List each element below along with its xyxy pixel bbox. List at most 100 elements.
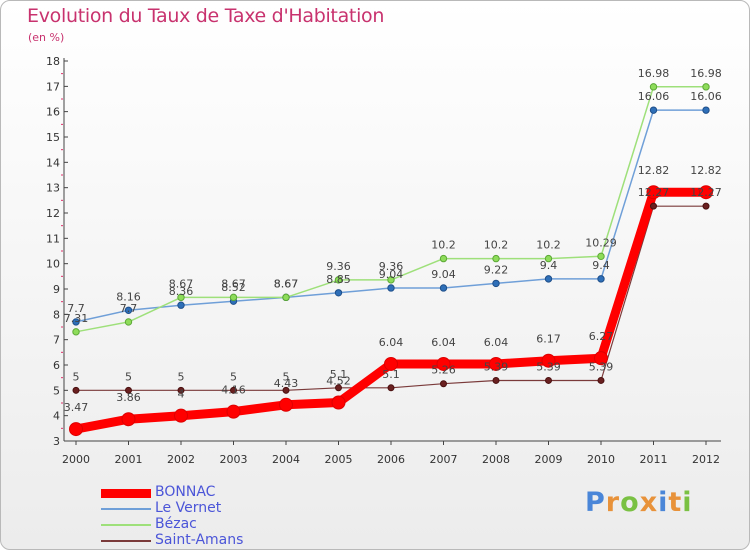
data-point [279, 397, 293, 412]
data-label: 5.39 [536, 360, 561, 373]
data-label: 8.85 [326, 273, 351, 286]
data-point [597, 252, 605, 261]
logo-letter: t [668, 487, 683, 518]
data-point [544, 275, 553, 283]
y-tick-label: 5 [53, 384, 60, 397]
data-label: 5 [230, 370, 237, 383]
data-point [649, 83, 658, 91]
chart-subtitle: (en %) [28, 31, 65, 44]
data-point [177, 301, 185, 309]
data-label: 8.67 [169, 277, 194, 290]
x-tick-label: 2002 [167, 453, 195, 466]
legend-label: BONNAC [155, 484, 216, 500]
data-label: 5 [125, 370, 132, 383]
data-point [335, 384, 342, 392]
data-point [282, 386, 290, 394]
data-label: 8.67 [274, 277, 299, 290]
data-point [492, 376, 500, 384]
data-label: 16.06 [638, 90, 670, 103]
logo-letter: i [682, 487, 693, 518]
series-labels: 7.78.16 8.36 8.52 8.67 8.85 9.04 9.04 9.22 9.4 9.… [64, 67, 722, 414]
logo-letter: i [658, 487, 669, 518]
data-point [387, 284, 395, 292]
data-label: 8.16 [116, 290, 141, 303]
legend-swatch [101, 524, 151, 526]
x-tick-label: 2001 [115, 453, 143, 466]
data-point [69, 422, 83, 437]
legend-label: Saint-Amans [155, 532, 244, 548]
data-point [177, 386, 185, 394]
x-tick-label: 2012 [692, 453, 720, 466]
data-point [489, 356, 503, 371]
data-label: 4.43 [274, 377, 299, 390]
data-label: 5.1 [330, 368, 348, 381]
data-point [177, 293, 185, 302]
data-point [124, 318, 133, 326]
data-label: 7.31 [64, 312, 89, 325]
data-point [545, 376, 552, 384]
x-tick-label: 2011 [640, 453, 668, 466]
data-point [702, 106, 710, 114]
data-point [72, 328, 80, 336]
chart-title: Evolution du Taux de Taxe d'Habitation [27, 5, 385, 27]
data-point [492, 254, 500, 263]
legend-label: Le Vernet [155, 500, 222, 516]
data-label: 5.1 [382, 368, 400, 381]
x-tick-label: 2003 [220, 453, 248, 466]
data-label: 6.04 [379, 336, 404, 349]
data-label: 6.17 [536, 333, 561, 346]
data-point [702, 83, 710, 91]
legend-swatch [101, 540, 151, 542]
data-point [174, 408, 188, 423]
y-tick-label: 11 [46, 232, 60, 245]
y-tick-label: 17 [46, 80, 60, 93]
data-point [650, 202, 657, 210]
data-label: 9.36 [326, 260, 351, 273]
series-points [69, 83, 713, 437]
data-point [439, 284, 448, 292]
data-point [282, 293, 290, 302]
data-point [492, 279, 500, 288]
y-tick-label: 14 [46, 156, 60, 169]
data-label: 16.98 [690, 67, 722, 80]
data-label: 9.4 [540, 259, 558, 272]
data-label: 8.67 [274, 277, 299, 290]
y-tick-label: 7 [53, 334, 60, 347]
data-point [72, 386, 80, 394]
x-tick-label: 2000 [62, 453, 90, 466]
data-label: 12.82 [638, 164, 670, 177]
legend-swatch [101, 488, 151, 498]
data-point [124, 306, 133, 314]
data-label: 10.29 [585, 236, 617, 249]
data-label: 4.16 [221, 384, 246, 397]
legend-label: Bézac [155, 516, 197, 532]
logo-letter: o [620, 487, 640, 518]
data-point [594, 351, 608, 366]
y-tick-label: 8 [53, 308, 60, 321]
data-point [387, 384, 395, 392]
data-label: 4 [178, 388, 185, 401]
x-tick-label: 2010 [587, 453, 615, 466]
data-label: 9.04 [379, 268, 404, 281]
data-point [72, 318, 80, 326]
legend-swatch [101, 508, 151, 510]
data-label: 6.04 [484, 336, 509, 349]
data-label: 16.98 [638, 67, 670, 80]
x-tick-label: 2007 [430, 453, 458, 466]
y-tick-label: 6 [53, 359, 60, 372]
data-label: 8.67 [221, 277, 246, 290]
data-point [334, 276, 343, 284]
series-line-bonnac [71, 187, 711, 434]
data-label: 5 [73, 370, 80, 383]
data-label: 4.52 [326, 374, 351, 387]
y-tick-label: 4 [53, 410, 60, 423]
data-label: 9.22 [484, 263, 509, 276]
data-point [440, 380, 447, 388]
data-label: 12.27 [690, 186, 722, 199]
x-tick-label: 2004 [272, 453, 300, 466]
data-label: 10.2 [431, 239, 456, 252]
y-tick-label: 16 [46, 106, 60, 119]
data-point [229, 293, 238, 302]
